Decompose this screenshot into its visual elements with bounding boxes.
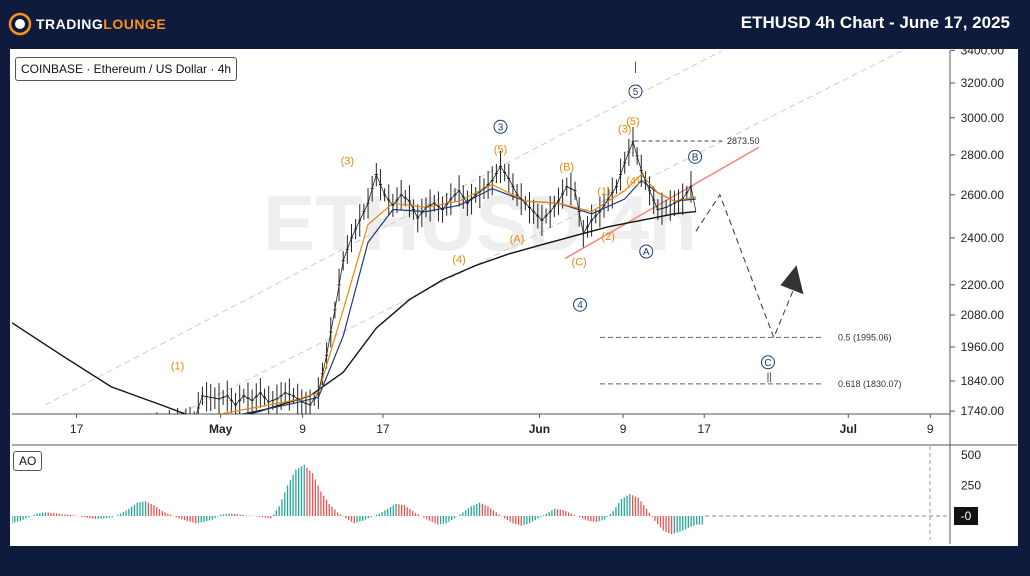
- price-tick-label: 2600.00: [961, 188, 1005, 202]
- sma-slow-line: [12, 210, 696, 414]
- price-tick-label: 1840.00: [961, 374, 1005, 388]
- wave-label-orange: (C): [572, 257, 587, 269]
- time-tick-label: 9: [927, 422, 934, 436]
- price-tick-label: 3400.00: [961, 43, 1005, 57]
- ao-tick-label: -0: [961, 509, 972, 523]
- ao-label: AO: [13, 451, 43, 471]
- price-tick-label: 2800.00: [961, 148, 1005, 162]
- wave-label-orange: (A): [510, 233, 525, 245]
- price-tick-label: 3200.00: [961, 76, 1005, 90]
- wave-circle-text: 4: [577, 300, 583, 311]
- time-tick-label: Jul: [840, 422, 857, 436]
- wave-label-orange: (5): [494, 144, 507, 156]
- fib-label: 0.5 (1995.06): [838, 332, 892, 342]
- wave-circle: [628, 84, 643, 99]
- wave-label-orange: (4): [452, 254, 465, 266]
- logo-mark-icon: [8, 12, 32, 36]
- chart-frame: [10, 49, 1018, 546]
- brand-left: TRADING: [36, 16, 104, 32]
- wave-circle-text: 3: [498, 122, 504, 133]
- wave-label-orange: (3): [618, 123, 631, 135]
- wave-label-orange: (X): [38, 431, 53, 443]
- brand-logo: TRADINGLOUNGE: [8, 11, 166, 37]
- ao-tick-label: 500: [961, 448, 981, 462]
- channel-line-lower: [178, 51, 903, 414]
- wave-label-orange: (3): [341, 156, 354, 168]
- time-tick-label: 9: [620, 422, 627, 436]
- wave-circle-text: A: [643, 247, 650, 258]
- wave-label-blue: 3: [493, 119, 508, 134]
- close-line: [195, 140, 697, 414]
- wave-circle-text: C: [764, 358, 771, 369]
- wave-label-blue: C: [760, 355, 775, 370]
- price-tick-label: 2400.00: [961, 231, 1005, 245]
- time-tick-label: 17: [698, 422, 712, 436]
- ao-tick-label: 250: [961, 479, 981, 493]
- wave-circle-text: B: [692, 152, 699, 163]
- wave-label-blue: A: [639, 244, 654, 259]
- wave-label-orange: (B): [559, 162, 574, 174]
- brand-name: TRADINGLOUNGE: [36, 16, 166, 32]
- wave-label-blue: B: [688, 149, 703, 164]
- wave-label-orange: (1): [597, 186, 610, 198]
- price-label-text: 2873.50: [727, 136, 760, 146]
- time-tick-label: Jun: [529, 422, 550, 436]
- price-tick-label: 3000.00: [961, 111, 1005, 125]
- wave-circle: [688, 149, 703, 164]
- wave-label-orange: (2): [601, 231, 614, 243]
- ao-current-badge: [954, 507, 978, 525]
- ao-histogram: [12, 464, 703, 535]
- wave-label-blue: 5: [628, 84, 643, 99]
- wave-label-blue: 4: [573, 297, 588, 312]
- price-tick-label: 1960.00: [961, 340, 1005, 354]
- price-tick-label: 2080.00: [961, 308, 1005, 322]
- time-tick-label: 9: [299, 422, 306, 436]
- wave-label-orange: (1): [171, 360, 184, 372]
- time-tick-label: 17: [70, 422, 84, 436]
- price-plot: ETHUSD 4h0.5 (1995.06)0.618 (1830.07)287…: [12, 51, 903, 443]
- wave-circle: [573, 297, 588, 312]
- ema-fast-line: [218, 173, 697, 414]
- brand-right: LOUNGE: [103, 16, 167, 32]
- fib-label: 0.618 (1830.07): [838, 379, 902, 389]
- wave-label-orange: (5): [626, 116, 639, 128]
- time-tick-label: May: [209, 422, 233, 436]
- time-tick-label: 17: [376, 422, 390, 436]
- projection-arrow-icon: [780, 265, 804, 295]
- projection-path: [695, 193, 796, 339]
- header-bar: TRADINGLOUNGE ETHUSD 4h Chart - June 17,…: [0, 0, 1030, 48]
- price-tick-label: 1740.00: [961, 404, 1005, 418]
- ao-axis: 500 250 -0: [954, 448, 981, 525]
- wave-circle-text: 5: [633, 87, 639, 98]
- wave-circle: [760, 355, 775, 370]
- wave-circle: [639, 244, 654, 259]
- wave-label-orange: (4): [626, 176, 639, 188]
- wave-circle: [493, 119, 508, 134]
- channel-line-upper: [44, 51, 723, 406]
- price-tick-label: 2200.00: [961, 278, 1005, 292]
- time-axis: 17 May 9 17 Jun 9 17 Jul 9: [70, 414, 934, 436]
- price-axis: 3400.00 3200.00 3000.00 2800.00 2600.00 2400.…: [950, 43, 1004, 418]
- symbol-label: COINBASE · Ethereum / US Dollar · 4h: [15, 57, 238, 81]
- page-title: ETHUSD 4h Chart - June 17, 2025: [740, 13, 1010, 32]
